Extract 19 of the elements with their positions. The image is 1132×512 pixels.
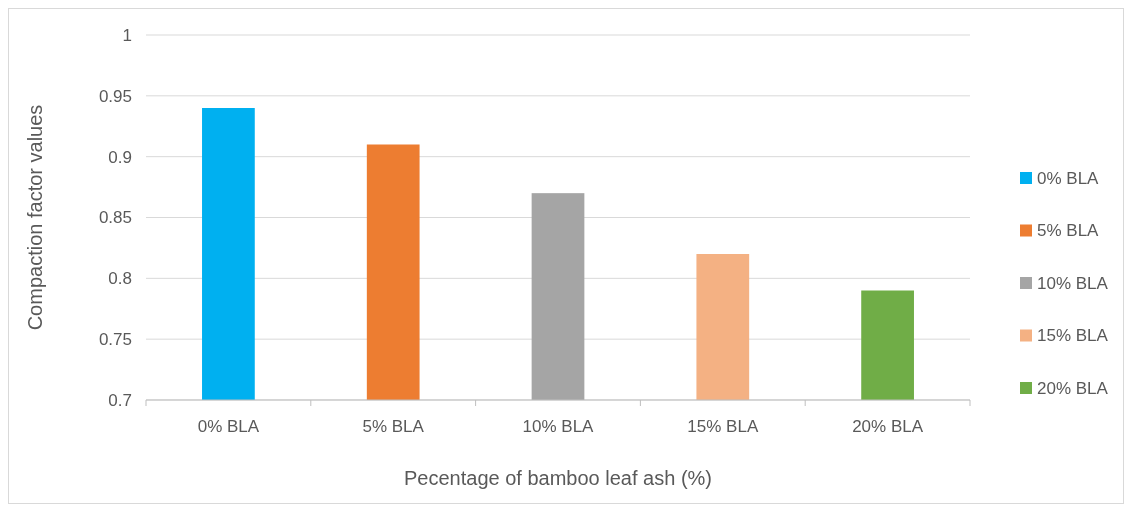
y-tick-label: 0.85 [98, 208, 132, 228]
y-tick-label: 0.75 [98, 330, 132, 350]
y-tick-label: 0.8 [108, 269, 132, 289]
y-tick-label: 0.95 [98, 86, 132, 106]
x-tick-label: 20% BLA [852, 417, 924, 436]
y-axis-title: Compaction factor values [24, 104, 46, 331]
x-axis-title: Pecentage of bamboo leaf ash (%) [404, 467, 712, 489]
x-tick-label: 15% BLA [687, 417, 759, 436]
y-tick-label: 1 [122, 25, 132, 45]
x-tick-label: 10% BLA [522, 417, 595, 436]
y-tick-label: 0.9 [108, 147, 132, 167]
y-tick-label: 0.7 [108, 390, 132, 410]
x-tick-label: 5% BLA [362, 417, 425, 436]
legend-label: 15% BLA [1037, 326, 1109, 346]
legend-label: 0% BLA [1037, 168, 1100, 188]
x-tick-label: 0% BLA [197, 417, 260, 436]
legend-label: 20% BLA [1037, 378, 1109, 398]
legend-label: 10% BLA [1037, 273, 1109, 293]
legend-label: 5% BLA [1037, 221, 1100, 241]
